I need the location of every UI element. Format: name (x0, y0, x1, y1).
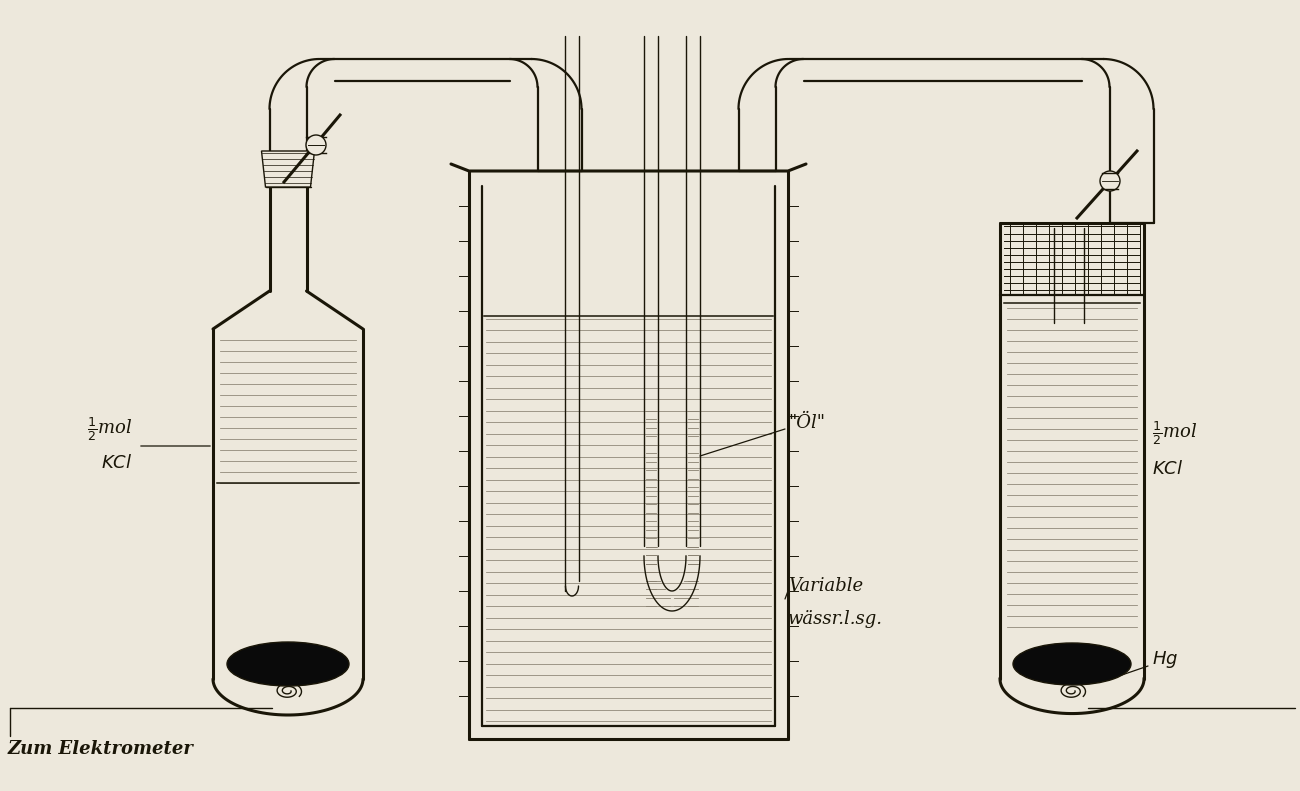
Circle shape (306, 135, 326, 155)
Text: $KCl$: $KCl$ (1152, 460, 1183, 478)
Ellipse shape (227, 642, 348, 686)
Text: Zum Elektrometer: Zum Elektrometer (8, 740, 194, 758)
Text: "Öl": "Öl" (788, 414, 826, 432)
Text: Variable: Variable (788, 577, 863, 595)
Circle shape (1100, 171, 1121, 191)
Text: wässr.l.sg.: wässr.l.sg. (788, 610, 883, 628)
Text: $Hg$: $Hg$ (1152, 649, 1178, 669)
Text: $\frac{1}{2}$mol: $\frac{1}{2}$mol (1152, 419, 1197, 447)
Text: $KCl$: $KCl$ (100, 454, 133, 472)
Polygon shape (261, 151, 315, 187)
Text: $\frac{1}{2}$mol: $\frac{1}{2}$mol (87, 415, 133, 443)
Ellipse shape (1013, 643, 1131, 685)
